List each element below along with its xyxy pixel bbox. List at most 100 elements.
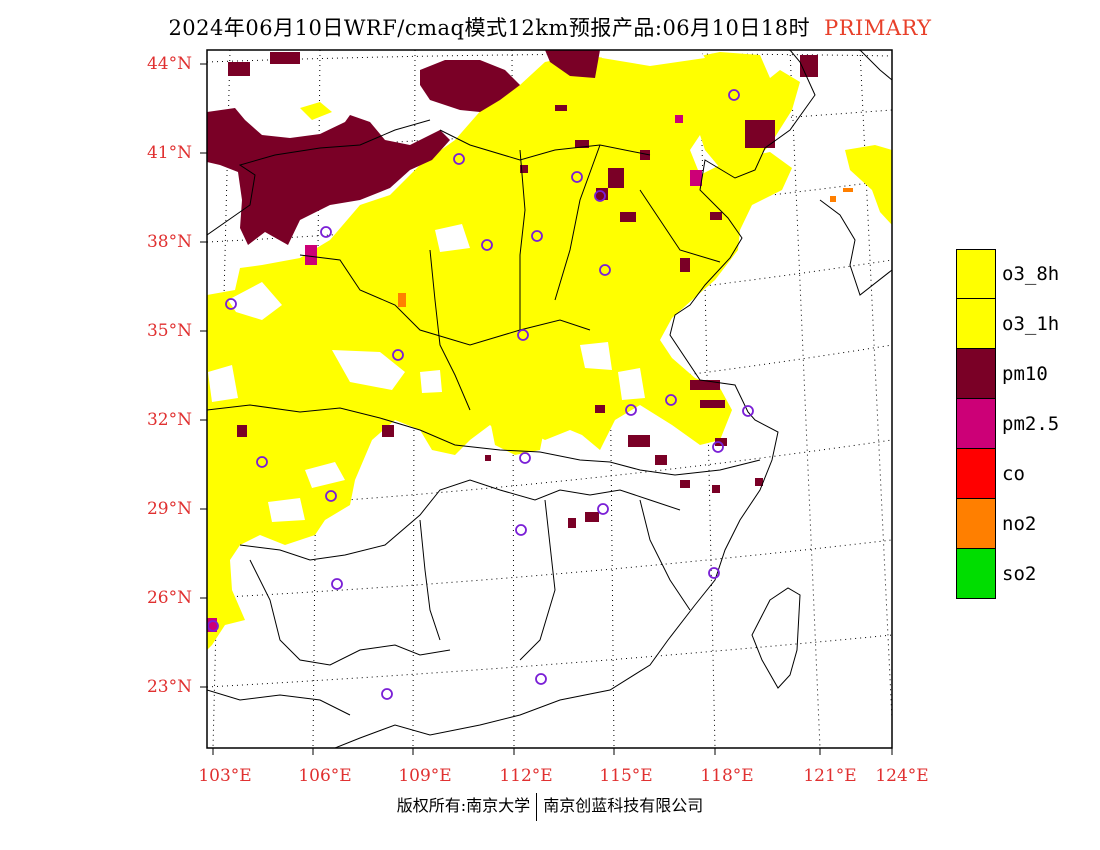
lat-label-26: 26°N [146, 588, 192, 608]
station-marker [392, 349, 404, 361]
station-marker [625, 404, 637, 416]
lat-label-41: 41°N [146, 143, 192, 163]
product-label: PRIMARY [824, 16, 932, 40]
legend-swatch [956, 449, 996, 499]
legend-swatch [956, 299, 996, 349]
province-border-5 [519, 149, 526, 330]
province-border-8 [207, 404, 761, 476]
station-marker [325, 490, 337, 502]
station-marker [594, 190, 606, 202]
station-marker [225, 298, 237, 310]
station-marker [207, 620, 219, 632]
coastline [333, 50, 816, 748]
boundaries [207, 50, 892, 748]
station-marker [515, 524, 527, 536]
province-border-11 [419, 519, 441, 641]
lon-label-112: 112°E [499, 766, 553, 786]
station-marker [531, 230, 543, 242]
legend-swatch [956, 549, 996, 599]
province-border-10 [249, 559, 451, 666]
o3-gaps [208, 50, 705, 522]
map-title: 2024年06月10日WRF/cmaq模式12km预报产品:06月10日18时 P… [0, 12, 1100, 42]
legend-label: no2 [1002, 513, 1037, 535]
station-marker [708, 567, 720, 579]
parallel-38 [207, 179, 892, 243]
legend-label: pm10 [1002, 363, 1048, 385]
lon-label-121: 121°E [803, 766, 857, 786]
station-marker [728, 89, 740, 101]
province-border-6 [554, 144, 601, 301]
legend-label: o3_1h [1002, 313, 1060, 335]
title-text: 2024年06月10日WRF/cmaq模式12km预报产品:06月10日18时 [168, 16, 811, 40]
station-marker [519, 452, 531, 464]
lon-label-115: 115°E [599, 766, 653, 786]
province-border-14 [207, 689, 351, 716]
lat-label-32: 32°N [146, 410, 192, 430]
station-markers [207, 89, 754, 700]
legend-label: pm2.5 [1002, 413, 1060, 435]
lon-label-109: 109°E [398, 766, 452, 786]
station-marker [381, 688, 393, 700]
lon-label-103: 103°E [198, 766, 252, 786]
station-marker [665, 394, 677, 406]
station-marker [599, 264, 611, 276]
map-frame [206, 49, 893, 749]
station-marker [742, 405, 754, 417]
province-border-3 [299, 254, 591, 346]
axis-ticks [200, 63, 893, 755]
lat-label-23: 23°N [146, 677, 192, 697]
legend-label: so2 [1002, 563, 1037, 585]
lat-label-29: 29°N [146, 499, 192, 519]
province-border-2 [439, 129, 651, 161]
legend-label: co [1002, 463, 1025, 485]
footer-divider [536, 792, 538, 821]
lat-label-38: 38°N [146, 232, 192, 252]
o3-area-north-patch [300, 102, 332, 120]
legend-label: o3_8h [1002, 263, 1060, 285]
province-border-1 [207, 119, 431, 236]
pm10-area-northwest [207, 108, 450, 245]
legend-swatch [956, 399, 996, 449]
lon-label-124: 124°E [875, 766, 929, 786]
graticule [207, 50, 892, 748]
map-content [207, 50, 892, 748]
station-marker [481, 239, 493, 251]
no2-patches [398, 188, 853, 307]
station-marker [712, 441, 724, 453]
pm25-patches [207, 115, 702, 632]
copyright-footer: 版权所有:南京大学 南京创蓝科技有限公司 [0, 792, 1100, 821]
meridian-124 [859, 50, 892, 721]
pm10-area-north [420, 60, 520, 112]
legend-swatch [956, 349, 996, 399]
province-border-7 [639, 189, 721, 263]
station-marker [597, 503, 609, 515]
province-border-12 [519, 499, 556, 661]
station-marker [453, 153, 465, 165]
pm10-area-northeast [545, 50, 600, 78]
o3-area-northeast [845, 145, 892, 225]
station-marker [320, 226, 332, 238]
lat-label-35: 35°N [146, 321, 192, 341]
province-border-13 [639, 499, 691, 611]
parallel-35 [207, 259, 892, 332]
station-marker [517, 329, 529, 341]
lon-label-106: 106°E [298, 766, 352, 786]
station-marker [535, 673, 547, 685]
lon-label-118: 118°E [700, 766, 754, 786]
o3-area [207, 52, 800, 650]
station-marker [256, 456, 268, 468]
legend-swatch [956, 499, 996, 549]
station-marker [571, 171, 583, 183]
border-northeast [859, 50, 892, 81]
korea-outline [819, 199, 892, 296]
o3-area-hubei-south [490, 412, 545, 455]
parallel-29 [207, 439, 892, 510]
copyright-left: 版权所有:南京大学 [396, 796, 531, 815]
lat-label-44: 44°N [146, 54, 192, 74]
copyright-right: 南京创蓝科技有限公司 [543, 796, 704, 815]
station-marker [331, 578, 343, 590]
taiwan-outline [751, 587, 801, 689]
province-border-4 [429, 249, 471, 411]
province-border-9 [239, 479, 681, 561]
